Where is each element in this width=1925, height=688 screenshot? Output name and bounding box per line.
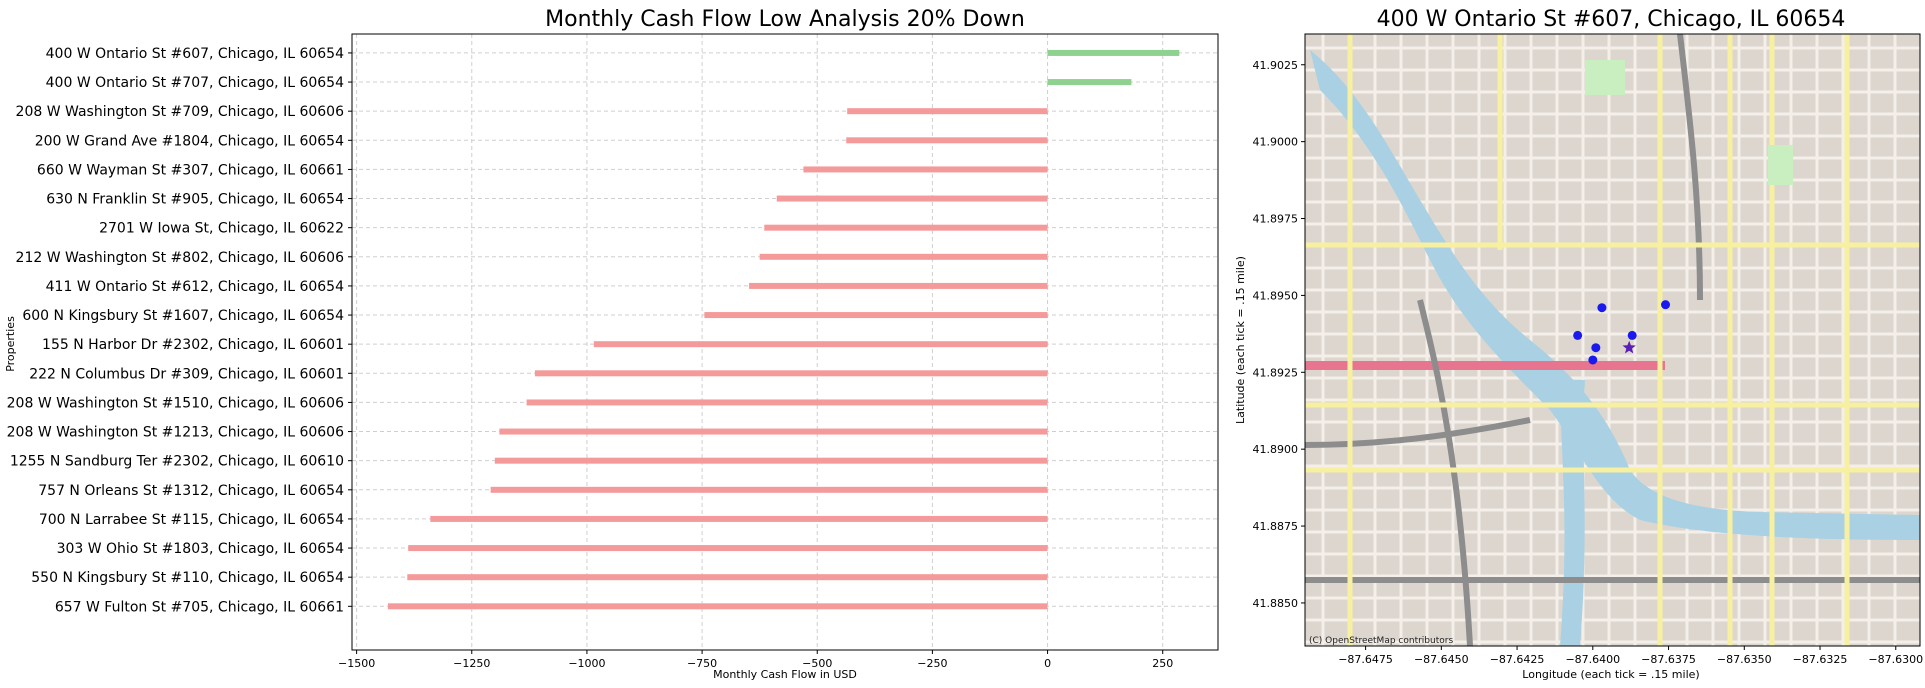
park-area [1768,145,1793,185]
map-y-tick-label: 41.8950 [1253,289,1299,302]
property-point [1573,330,1583,340]
map-y-tick-label: 41.8900 [1253,443,1299,456]
map-y-tick-label: 41.8875 [1253,520,1299,533]
property-label: 400 W Ontario St #707, Chicago, IL 60654 [46,75,344,91]
map-background [1305,34,1920,646]
map-y-tick-label: 41.9025 [1253,59,1299,72]
property-label: 550 N Kingsbury St #110, Chicago, IL 606… [31,570,344,586]
x-tick-label: 250 [1152,657,1173,670]
bar-negative [704,312,1048,319]
bar-negative [764,224,1048,231]
map-x-tick-label: −87.6400 [1565,653,1620,666]
target-property-star [1622,340,1636,354]
property-point [1597,303,1607,313]
map-x-tick-label: −87.6300 [1868,653,1923,666]
property-label: 600 N Kingsbury St #1607, Chicago, IL 60… [22,308,344,324]
bar-negative [759,253,1048,260]
bar-chart-x-axis-label: Monthly Cash Flow in USD [713,668,857,681]
property-label: 660 W Wayman St #307, Chicago, IL 60661 [37,162,344,178]
kennedy-expressway [1305,361,1665,370]
map-x-tick-label: −87.6375 [1641,653,1696,666]
bar-negative [776,195,1048,202]
bar-negative [846,137,1048,144]
map-x-axis-label: Longitude (each tick = .15 mile) [1522,668,1699,681]
property-label: 657 W Fulton St #705, Chicago, IL 60661 [55,599,344,615]
bar-chart-y-axis-label: Properties [4,316,17,372]
bar-chart-title: Monthly Cash Flow Low Analysis 20% Down [545,7,1025,32]
property-label: 222 N Columbus Dr #309, Chicago, IL 6060… [29,366,344,382]
bar-plot-frame [351,33,1219,651]
map-attribution: (C) OpenStreetMap contributors [1309,636,1453,646]
bar-negative [490,486,1048,493]
park-area [1585,60,1625,95]
bar-negative [499,428,1048,435]
x-tick-label: −1250 [453,657,490,670]
highway-lines [1305,34,1920,646]
property-label: 630 N Franklin St #905, Chicago, IL 6065… [46,192,344,208]
bar-positive [1047,49,1180,56]
property-label: 400 W Ontario St #607, Chicago, IL 60654 [46,46,344,62]
map-y-tick-label: 41.8925 [1253,366,1299,379]
property-label: 212 W Washington St #802, Chicago, IL 60… [16,250,345,266]
map-y-tick-label: 41.8850 [1253,597,1299,610]
map-x-tick-label: −87.6425 [1490,653,1545,666]
x-tick-label: −250 [917,657,947,670]
map-x-tick-label: −87.6325 [1793,653,1848,666]
map-y-tick-label: 41.9000 [1253,136,1299,149]
property-label: 1255 N Sandburg Ter #2302, Chicago, IL 6… [10,454,344,470]
x-tick-label: −750 [687,657,717,670]
bar-negative [847,108,1048,115]
bar-negative [407,574,1048,581]
property-label: 200 W Grand Ave #1804, Chicago, IL 60654 [35,133,344,149]
map-title: 400 W Ontario St #607, Chicago, IL 60654 [1377,7,1846,32]
property-label: 208 W Washington St #1213, Chicago, IL 6… [7,425,344,441]
property-label: 208 W Washington St #1510, Chicago, IL 6… [7,395,344,411]
bar-negative [803,166,1048,173]
bar-positive [1047,79,1132,86]
property-label: 2701 W Iowa St, Chicago, IL 60622 [99,221,344,237]
property-point [1591,343,1601,353]
property-label: 411 W Ontario St #612, Chicago, IL 60654 [46,279,344,295]
map-y-tick-label: 41.8975 [1253,213,1299,226]
bar-negative [494,457,1048,464]
property-label: 700 N Larrabee St #115, Chicago, IL 6065… [39,512,344,528]
map-x-tick-label: −87.6475 [1338,653,1393,666]
map-x-tick-label: −87.6450 [1414,653,1469,666]
bar-negative [534,370,1048,377]
bar-negative [749,282,1048,289]
city-block-texture [1305,34,1920,646]
property-point [1661,300,1671,310]
x-tick-label: −500 [802,657,832,670]
river [1310,50,1920,540]
bar-negative [526,399,1048,406]
cash-flow-bar-chart: Monthly Cash Flow Low Analysis 20% Down … [4,7,1219,681]
property-label: 208 W Washington St #709, Chicago, IL 60… [16,104,345,120]
property-label: 155 N Harbor Dr #2302, Chicago, IL 60601 [42,337,344,353]
x-tick-label: 0 [1044,657,1051,670]
x-tick-label: −1000 [568,657,605,670]
map-frame [1304,33,1921,647]
property-point [1588,355,1598,365]
river-south-branch [1560,380,1585,646]
bar-negative [430,515,1048,522]
property-label: 757 N Orleans St #1312, Chicago, IL 6065… [38,483,344,499]
property-label: 303 W Ohio St #1803, Chicago, IL 60654 [57,541,345,557]
property-point [1627,330,1637,340]
bar-negative [387,603,1048,610]
x-tick-label: −1500 [338,657,375,670]
bar-negative [408,545,1048,552]
bar-negative [593,341,1048,348]
map-x-tick-label: −87.6350 [1717,653,1772,666]
rail-lines [1305,34,1920,646]
